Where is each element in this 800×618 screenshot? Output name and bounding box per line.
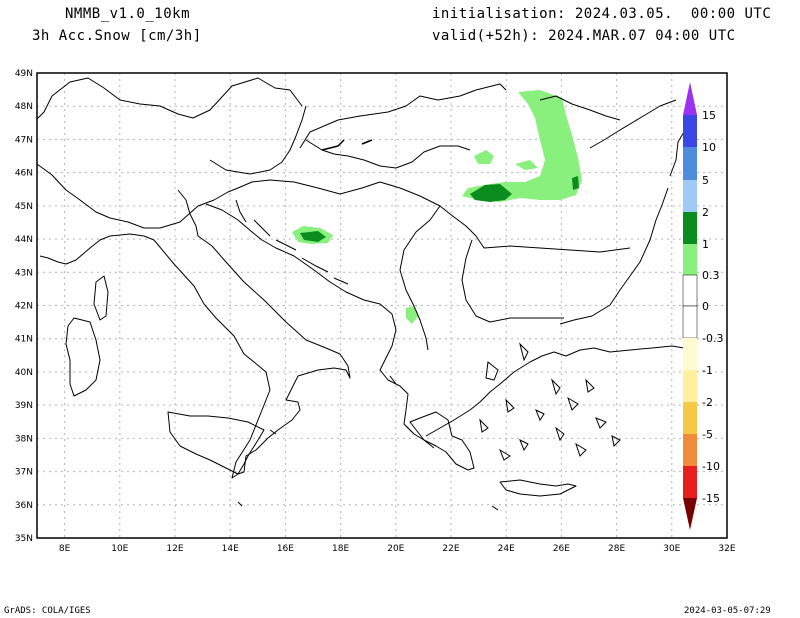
snow-core-romania [470,184,512,202]
snow-fields [292,90,582,324]
latitude-label: 41N [15,335,33,345]
snow-area-romania-center [515,160,538,170]
colorbar-band-neg-0.3-0 [682,305,698,339]
latitude-label: 46N [15,169,33,179]
colorbar-band-2-5 [683,180,697,212]
colorbar-label: 15 [702,109,716,122]
colorbar-band-5-10 [683,147,697,180]
longitude-label: 26E [553,544,570,554]
latitude-label: 39N [15,401,33,411]
latitude-labels: 49N 48N 47N 46N 45N 44N 43N 42N 41N 40N 39N 38N 37N 3… [15,69,33,544]
latitude-label: 37N [15,468,33,478]
latitude-label: 35N [15,534,33,544]
colorbar-label: -2 [702,396,713,409]
longitude-label: 24E [498,544,515,554]
colorbar-band-10-15 [683,115,697,147]
colorbar-label: 5 [702,174,709,187]
map-frame [36,72,728,539]
longitude-label: 20E [387,544,404,554]
field-title: 3h Acc.Snow [cm/3h] [32,28,202,44]
latitude-label: 44N [15,235,33,245]
valid-time: valid(+52h): 2024.MAR.07 04:00 UTC [432,28,736,44]
latitude-label: 49N [15,69,33,79]
colorbar-label: -15 [702,492,720,505]
colorbar-band-neg-10-neg-5 [683,434,697,466]
colorbar-band-neg-15-neg-10 [683,466,697,498]
colorbar-label: 10 [702,141,716,154]
latitude-label: 38N [15,434,33,444]
longitude-label: 28E [608,544,625,554]
model-title: NMMB_v1.0_10km [65,6,191,22]
colorbar-labels: 15 10 5 2 1 0.3 0 -0.3 -1 -2 -5 -10 -15 [702,109,723,505]
snow-area-albania [406,306,418,324]
colorbar-band-neg-5-neg-2 [683,402,697,434]
init-time: initialisation: 2024.03.05. 00:00 UTC [432,6,772,22]
colorbar-label: -5 [702,428,713,441]
colorbar-band-neg-2-neg-1 [683,370,697,402]
longitude-label: 30E [663,544,680,554]
longitude-label: 10E [111,544,128,554]
longitude-labels: 8E 10E 12E 14E 16E 18E 20E 22E 24E 26E 28E 30E 32E [59,544,736,554]
colorbar-label: 0.3 [702,269,720,282]
gridlines [37,73,727,538]
footer-timestamp: 2024-03-05-07:29 [684,606,771,616]
longitude-label: 18E [332,544,349,554]
longitude-label: 14E [222,544,239,554]
latitude-label: 36N [15,501,33,511]
latitude-label: 42N [15,302,33,312]
colorbar-label: 0 [702,300,709,313]
colorbar-band-neg-1-neg-0.3 [683,338,697,370]
latitude-label: 47N [15,135,33,145]
colorbar-bottom-arrow [683,498,697,530]
latitude-label: 43N [15,268,33,278]
snow-area-romania-west [474,150,494,164]
longitude-label: 22E [442,544,459,554]
latitude-label: 48N [15,102,33,112]
colorbar [682,82,698,530]
snow-core-romania-east [572,176,579,190]
colorbar-label: -10 [702,460,720,473]
colorbar-band-0.3-1 [683,244,697,275]
colorbar-label: 1 [702,238,709,251]
longitude-label: 16E [277,544,294,554]
footer-credit: GrADS: COLA/IGES [4,606,91,616]
snow-core-bosnia [300,231,326,242]
colorbar-band-0-0.3 [682,274,698,307]
snow-area-romania-north [462,90,582,202]
longitude-label: 8E [59,544,71,554]
colorbar-label: -0.3 [702,332,723,345]
latitude-label: 40N [15,368,33,378]
colorbar-band-1-2 [683,212,697,244]
islands [235,199,621,507]
longitude-label: 12E [166,544,183,554]
colorbar-label: 2 [702,206,709,219]
longitude-label: 32E [718,544,735,554]
coastlines [36,77,685,511]
latitude-label: 45N [15,202,33,212]
colorbar-top-arrow [683,82,697,115]
colorbar-label: -1 [702,364,713,377]
